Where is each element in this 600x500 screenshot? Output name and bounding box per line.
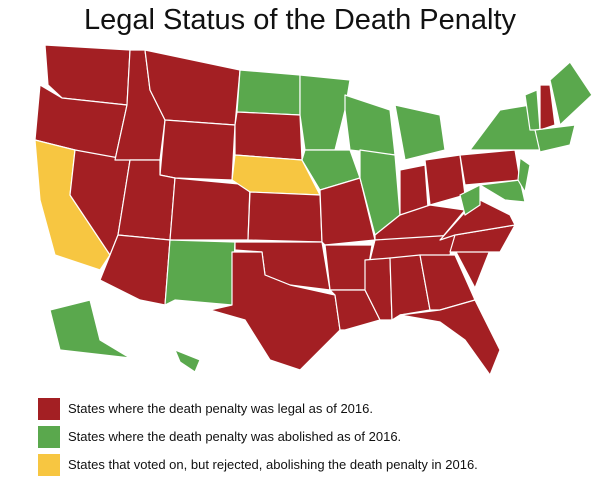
state bbox=[539, 84, 556, 131]
state bbox=[394, 104, 446, 161]
legend-item: States that voted on, but rejected, abol… bbox=[38, 454, 558, 476]
state bbox=[517, 157, 531, 193]
state bbox=[479, 179, 526, 203]
legend-swatch bbox=[38, 398, 60, 420]
state bbox=[169, 177, 251, 241]
state bbox=[247, 191, 323, 243]
legend-label: States where the death penalty was legal… bbox=[68, 401, 373, 416]
state bbox=[319, 177, 376, 246]
state bbox=[389, 254, 431, 321]
state bbox=[459, 149, 521, 186]
state bbox=[299, 74, 351, 151]
state bbox=[164, 239, 236, 306]
legend-item: States where the death penalty was legal… bbox=[38, 398, 558, 420]
state bbox=[174, 349, 201, 373]
state bbox=[364, 257, 393, 321]
state bbox=[424, 154, 466, 206]
state bbox=[534, 124, 576, 153]
legend-swatch bbox=[38, 454, 60, 476]
map-title: Legal Status of the Death Penalty bbox=[83, 4, 517, 36]
legend-label: States that voted on, but rejected, abol… bbox=[68, 457, 478, 472]
us-map bbox=[34, 44, 593, 376]
state bbox=[236, 69, 301, 116]
state bbox=[159, 119, 236, 181]
legend-label: States where the death penalty was aboli… bbox=[68, 429, 402, 444]
legend-item: States where the death penalty was aboli… bbox=[38, 426, 558, 448]
state bbox=[399, 299, 501, 376]
state bbox=[234, 111, 303, 161]
state bbox=[549, 61, 593, 126]
state bbox=[49, 299, 131, 359]
legend-swatch bbox=[38, 426, 60, 448]
state bbox=[344, 94, 396, 156]
legend: States where the death penalty was legal… bbox=[38, 398, 558, 482]
state bbox=[459, 184, 481, 216]
state bbox=[209, 251, 341, 371]
